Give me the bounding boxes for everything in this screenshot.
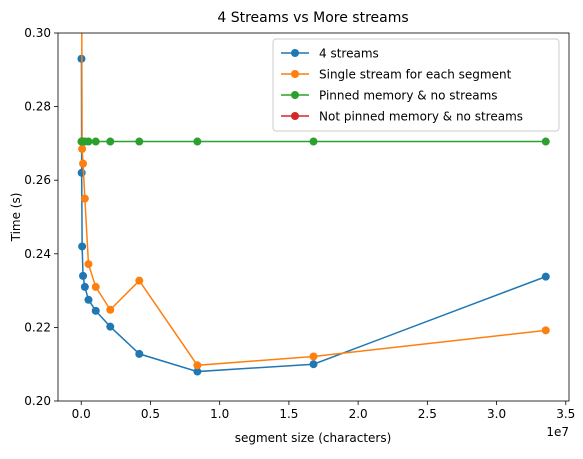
data-point xyxy=(542,273,550,281)
data-point xyxy=(106,306,114,314)
legend-label: Single stream for each segment xyxy=(319,68,512,82)
chart-title: 4 Streams vs More streams xyxy=(217,10,408,26)
data-point xyxy=(84,260,92,268)
data-point xyxy=(92,307,100,315)
y-tick-label: 0.26 xyxy=(24,173,51,187)
data-point xyxy=(78,169,86,177)
y-tick-label: 0.28 xyxy=(24,100,51,114)
data-point xyxy=(106,323,114,331)
data-point xyxy=(84,296,92,304)
data-point xyxy=(81,283,89,291)
x-tick-label: 3.0 xyxy=(487,407,506,421)
y-tick-label: 0.22 xyxy=(24,320,51,334)
x-tick-label: 3.5 xyxy=(556,407,575,421)
data-point xyxy=(84,138,92,146)
legend-label: 4 streams xyxy=(319,47,379,61)
y-axis-label: Time (s) xyxy=(9,193,23,243)
legend-marker xyxy=(291,112,299,120)
x-axis-label: segment size (characters) xyxy=(235,431,392,445)
data-point xyxy=(310,138,318,146)
data-point xyxy=(106,138,114,146)
data-point xyxy=(78,145,86,153)
legend-marker xyxy=(291,49,299,57)
data-point xyxy=(81,195,89,203)
data-point xyxy=(542,326,550,334)
x-tick-label: 1.5 xyxy=(279,407,298,421)
legend-label: Not pinned memory & no streams xyxy=(319,110,523,124)
data-point xyxy=(193,138,201,146)
x-offset-label: 1e7 xyxy=(546,425,569,439)
x-tick-label: 0.0 xyxy=(72,407,91,421)
data-point xyxy=(310,352,318,360)
data-point xyxy=(135,277,143,285)
data-point xyxy=(92,283,100,291)
legend-label: Pinned memory & no streams xyxy=(319,89,498,103)
data-point xyxy=(92,138,100,146)
data-point xyxy=(78,242,86,250)
x-tick-label: 2.5 xyxy=(418,407,437,421)
y-tick-label: 0.30 xyxy=(24,26,51,40)
legend-marker xyxy=(291,91,299,99)
legend-marker xyxy=(291,70,299,78)
data-point xyxy=(193,361,201,369)
x-tick-label: 1.0 xyxy=(210,407,229,421)
data-point xyxy=(135,138,143,146)
data-point xyxy=(310,360,318,368)
data-point xyxy=(542,138,550,146)
data-point xyxy=(135,350,143,358)
y-tick-label: 0.24 xyxy=(24,247,51,261)
data-point xyxy=(79,160,87,168)
data-point xyxy=(79,272,87,280)
x-tick-label: 2.0 xyxy=(349,407,368,421)
y-tick-label: 0.20 xyxy=(24,394,51,408)
x-tick-label: 0.5 xyxy=(141,407,160,421)
